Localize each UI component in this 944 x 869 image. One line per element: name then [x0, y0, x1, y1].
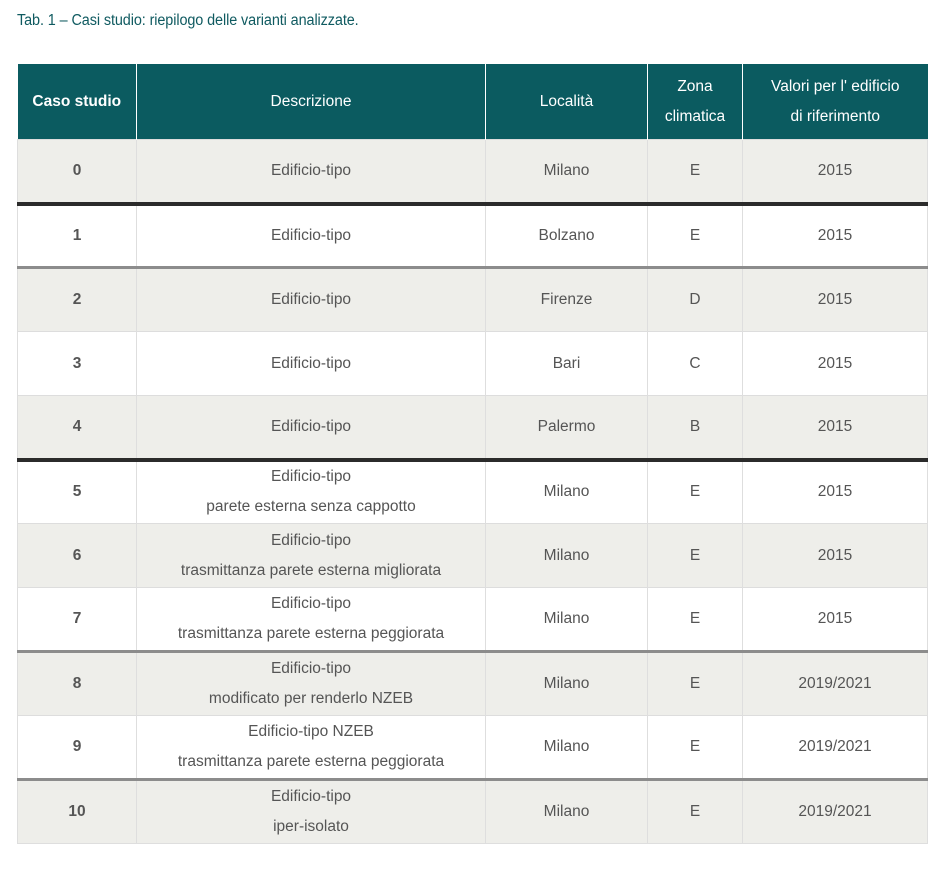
cell-zona: E [647, 201, 743, 268]
cell-localita: Bari [485, 331, 648, 396]
header-zona-line1: Zona [677, 77, 713, 95]
cell-localita: Bolzano [485, 201, 648, 268]
header-zona-line2: climatica [664, 107, 726, 125]
desc-line2: iper-isolato [273, 818, 349, 835]
header-valori-line1: Valori per l' edificio [771, 77, 900, 95]
cell-descrizione: Edificio-tipo modificato per renderlo NZ… [136, 650, 486, 716]
table-caption: Tab. 1 – Casi studio: riepilogo delle va… [17, 12, 359, 29]
desc-line1: Edificio-tipo [270, 531, 352, 549]
cell-localita: Milano [485, 650, 648, 716]
table-row: 0 Edificio-tipo Milano E 2015 [17, 139, 928, 204]
cell-caso: 5 [17, 457, 137, 524]
table-header-row: Caso studio Descrizione Località Zona cl… [17, 64, 928, 140]
cell-localita: Milano [485, 587, 648, 652]
table-row: 7 Edificio-tipo trasmittanza parete este… [17, 587, 928, 652]
table-row: 6 Edificio-tipo trasmittanza parete este… [17, 523, 928, 588]
cell-descrizione: Edificio-tipo [136, 266, 486, 332]
cell-descrizione: Edificio-tipo [136, 331, 486, 396]
cell-valori: 2015 [742, 395, 928, 460]
desc-line1: Edificio-tipo [270, 161, 352, 179]
cell-caso: 9 [17, 715, 137, 780]
table-row: 4 Edificio-tipo Palermo B 2015 [17, 395, 928, 460]
cell-localita: Milano [485, 523, 648, 588]
desc-line1: Edificio-tipo [270, 226, 352, 244]
desc-line2: trasmittanza parete esterna migliorata [180, 561, 442, 579]
cell-caso: 2 [17, 266, 137, 332]
table-row: 8 Edificio-tipo modificato per renderlo … [17, 650, 928, 716]
desc-line1: Edificio-tipo NZEB [248, 723, 374, 740]
cell-valori: 2019/2021 [742, 715, 928, 780]
cell-caso: 10 [17, 778, 137, 844]
cell-caso: 6 [17, 523, 137, 588]
header-valori-line2: di riferimento [790, 107, 881, 125]
desc-line1: Edificio-tipo [270, 417, 352, 435]
desc-line1: Edificio-tipo [270, 595, 352, 612]
table-row: 1 Edificio-tipo Bolzano E 2015 [17, 201, 928, 268]
cell-valori: 2015 [742, 266, 928, 332]
cell-zona: E [647, 139, 743, 204]
cell-valori: 2015 [742, 457, 928, 524]
cell-descrizione: Edificio-tipo [136, 201, 486, 268]
cell-caso: 4 [17, 395, 137, 460]
cell-zona: E [647, 778, 743, 844]
cell-zona: E [647, 715, 743, 780]
table-row: 9 Edificio-tipo NZEB trasmittanza parete… [17, 715, 928, 780]
desc-line2: modificato per renderlo NZEB [208, 690, 414, 707]
cell-descrizione: Edificio-tipo [136, 139, 486, 204]
cell-valori: 2019/2021 [742, 650, 928, 716]
cell-localita: Milano [485, 457, 648, 524]
cell-zona: D [647, 266, 743, 332]
table-row: 3 Edificio-tipo Bari C 2015 [17, 331, 928, 396]
cell-valori: 2015 [742, 523, 928, 588]
cell-valori: 2015 [742, 587, 928, 652]
cell-valori: 2015 [742, 139, 928, 204]
desc-line2: trasmittanza parete esterna peggiorata [177, 625, 445, 642]
cell-caso: 1 [17, 201, 137, 268]
cell-valori: 2015 [742, 331, 928, 396]
table-row: 2 Edificio-tipo Firenze D 2015 [17, 266, 928, 332]
cell-zona: E [647, 587, 743, 652]
desc-line2: trasmittanza parete esterna peggiorata [177, 753, 445, 770]
cell-caso: 3 [17, 331, 137, 396]
cell-zona: E [647, 457, 743, 524]
header-localita: Località [485, 64, 648, 140]
cell-descrizione: Edificio-tipo trasmittanza parete estern… [136, 523, 486, 588]
cell-zona: C [647, 331, 743, 396]
desc-line1: Edificio-tipo [270, 468, 352, 486]
cell-descrizione: Edificio-tipo trasmittanza parete estern… [136, 587, 486, 652]
cell-zona: E [647, 523, 743, 588]
header-valori-riferimento: Valori per l' edificio di riferimento [742, 64, 928, 140]
cell-localita: Firenze [485, 266, 648, 332]
cell-descrizione: Edificio-tipo [136, 395, 486, 460]
header-caso-studio: Caso studio [17, 64, 137, 140]
cell-localita: Milano [485, 139, 648, 204]
cell-valori: 2019/2021 [742, 778, 928, 844]
header-zona-climatica: Zona climatica [647, 64, 743, 140]
cell-descrizione: Edificio-tipo NZEB trasmittanza parete e… [136, 715, 486, 780]
cell-zona: E [647, 650, 743, 716]
cell-zona: B [647, 395, 743, 460]
desc-line1: Edificio-tipo [270, 660, 352, 677]
cell-caso: 7 [17, 587, 137, 652]
cell-valori: 2015 [742, 201, 928, 268]
cell-localita: Palermo [485, 395, 648, 460]
cell-descrizione: Edificio-tipo parete esterna senza cappo… [136, 457, 486, 524]
cell-localita: Milano [485, 715, 648, 780]
cell-caso: 0 [17, 139, 137, 204]
desc-line2: parete esterna senza cappotto [206, 498, 416, 516]
cell-caso: 8 [17, 650, 137, 716]
desc-line1: Edificio-tipo [270, 788, 352, 805]
desc-line1: Edificio-tipo [270, 291, 352, 308]
header-descrizione: Descrizione [136, 64, 486, 140]
cell-descrizione: Edificio-tipo iper-isolato [136, 778, 486, 844]
case-studies-table: Caso studio Descrizione Località Zona cl… [17, 64, 928, 844]
table-row: 5 Edificio-tipo parete esterna senza cap… [17, 457, 928, 524]
table-row: 10 Edificio-tipo iper-isolato Milano E 2… [17, 778, 928, 844]
cell-localita: Milano [485, 778, 648, 844]
desc-line1: Edificio-tipo [270, 354, 352, 372]
